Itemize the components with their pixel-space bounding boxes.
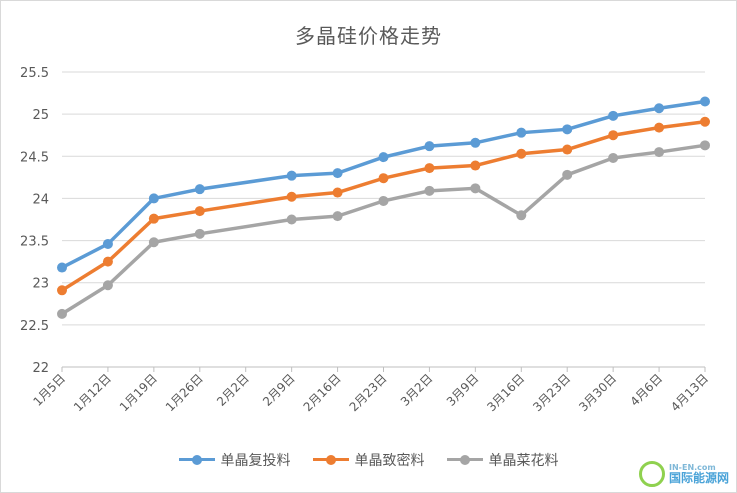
data-point (102, 256, 113, 267)
data-point (194, 184, 205, 195)
x-tick-label: 3月30日 (576, 371, 619, 414)
legend-swatch-icon (446, 455, 483, 465)
data-point (516, 148, 527, 159)
x-tick-label: 3月23日 (530, 371, 573, 414)
data-point (102, 238, 113, 249)
legend-label: 单晶复投料 (220, 453, 291, 469)
x-tick-label: 2月2日 (214, 371, 252, 409)
watermark-cn: 国际能源网 (668, 471, 729, 485)
data-point (286, 214, 297, 225)
data-point (57, 285, 67, 296)
legend-item: 单晶菜花料 (446, 450, 559, 470)
legend-item: 单晶致密料 (312, 450, 425, 470)
y-tick-label: 24.5 (20, 150, 49, 165)
y-tick-label: 24 (32, 192, 49, 207)
data-point (148, 193, 159, 204)
x-tick-label: 2月9日 (260, 371, 298, 409)
data-point (332, 187, 343, 198)
y-tick-label: 23.5 (20, 235, 49, 250)
data-point (562, 169, 573, 180)
data-point (378, 173, 389, 184)
y-tick-label: 22.5 (20, 319, 49, 334)
data-point (562, 144, 573, 155)
x-tick-label: 1月19日 (117, 371, 160, 414)
data-point (57, 262, 67, 273)
data-point (700, 96, 710, 107)
data-point (194, 206, 205, 217)
data-point (148, 237, 159, 248)
data-point (424, 163, 435, 174)
y-tick-label: 22 (32, 361, 49, 376)
series-layer (57, 96, 710, 319)
legend-swatch-icon (178, 455, 215, 465)
x-tick-label: 1月12日 (71, 371, 114, 414)
data-point (700, 116, 710, 127)
series-line (60, 99, 707, 270)
data-point (424, 141, 435, 152)
x-tick-label: 3月9日 (444, 371, 482, 409)
data-point (378, 195, 389, 206)
x-tick-label: 3月16日 (484, 371, 527, 414)
series-line (60, 143, 707, 316)
data-point (654, 147, 665, 158)
legend-label: 单晶菜花料 (488, 453, 559, 469)
data-point (654, 122, 665, 133)
data-point (562, 124, 573, 135)
data-point (102, 280, 113, 291)
series-line (60, 119, 707, 293)
data-point (148, 213, 159, 224)
x-tick-label: 2月16日 (301, 371, 344, 414)
data-point (286, 191, 297, 202)
data-point (378, 152, 389, 163)
data-point (608, 130, 619, 141)
data-point (470, 160, 481, 171)
data-point (608, 110, 619, 121)
data-point (332, 211, 343, 222)
watermark-logo: IN-EN.com 国际能源网 (638, 461, 729, 487)
x-tick-label: 1月26日 (163, 371, 206, 414)
data-point (424, 185, 435, 196)
data-point (57, 308, 67, 319)
y-tick-label: 25 (32, 108, 49, 123)
x-tick-label: 3月2日 (398, 371, 436, 409)
legend-label: 单晶致密料 (354, 453, 425, 469)
watermark-en: IN-EN.com (668, 463, 716, 472)
legend-swatch-icon (312, 455, 349, 465)
data-point (700, 140, 710, 151)
x-tick-label: 2月23日 (347, 371, 390, 414)
y-tick-label: 25.5 (20, 66, 49, 81)
x-tick-label: 1月5日 (30, 371, 68, 409)
y-tick-label: 23 (32, 277, 49, 292)
legend-item: 单晶复投料 (178, 450, 291, 470)
data-point (194, 228, 205, 239)
data-point (516, 210, 527, 221)
data-point (286, 170, 297, 181)
sun-logo-icon (638, 461, 665, 487)
data-point (332, 168, 343, 179)
data-point (654, 103, 665, 114)
data-point (470, 183, 481, 194)
data-point (608, 152, 619, 163)
x-tick-label: 4月6日 (628, 371, 666, 409)
data-point (470, 137, 481, 148)
chart-title: 多晶硅价格走势 (295, 24, 442, 48)
x-tick-label: 4月13日 (668, 371, 711, 414)
chart-legend: 单晶复投料 单晶致密料 单晶菜花料 (0, 450, 737, 470)
data-point (516, 127, 527, 138)
